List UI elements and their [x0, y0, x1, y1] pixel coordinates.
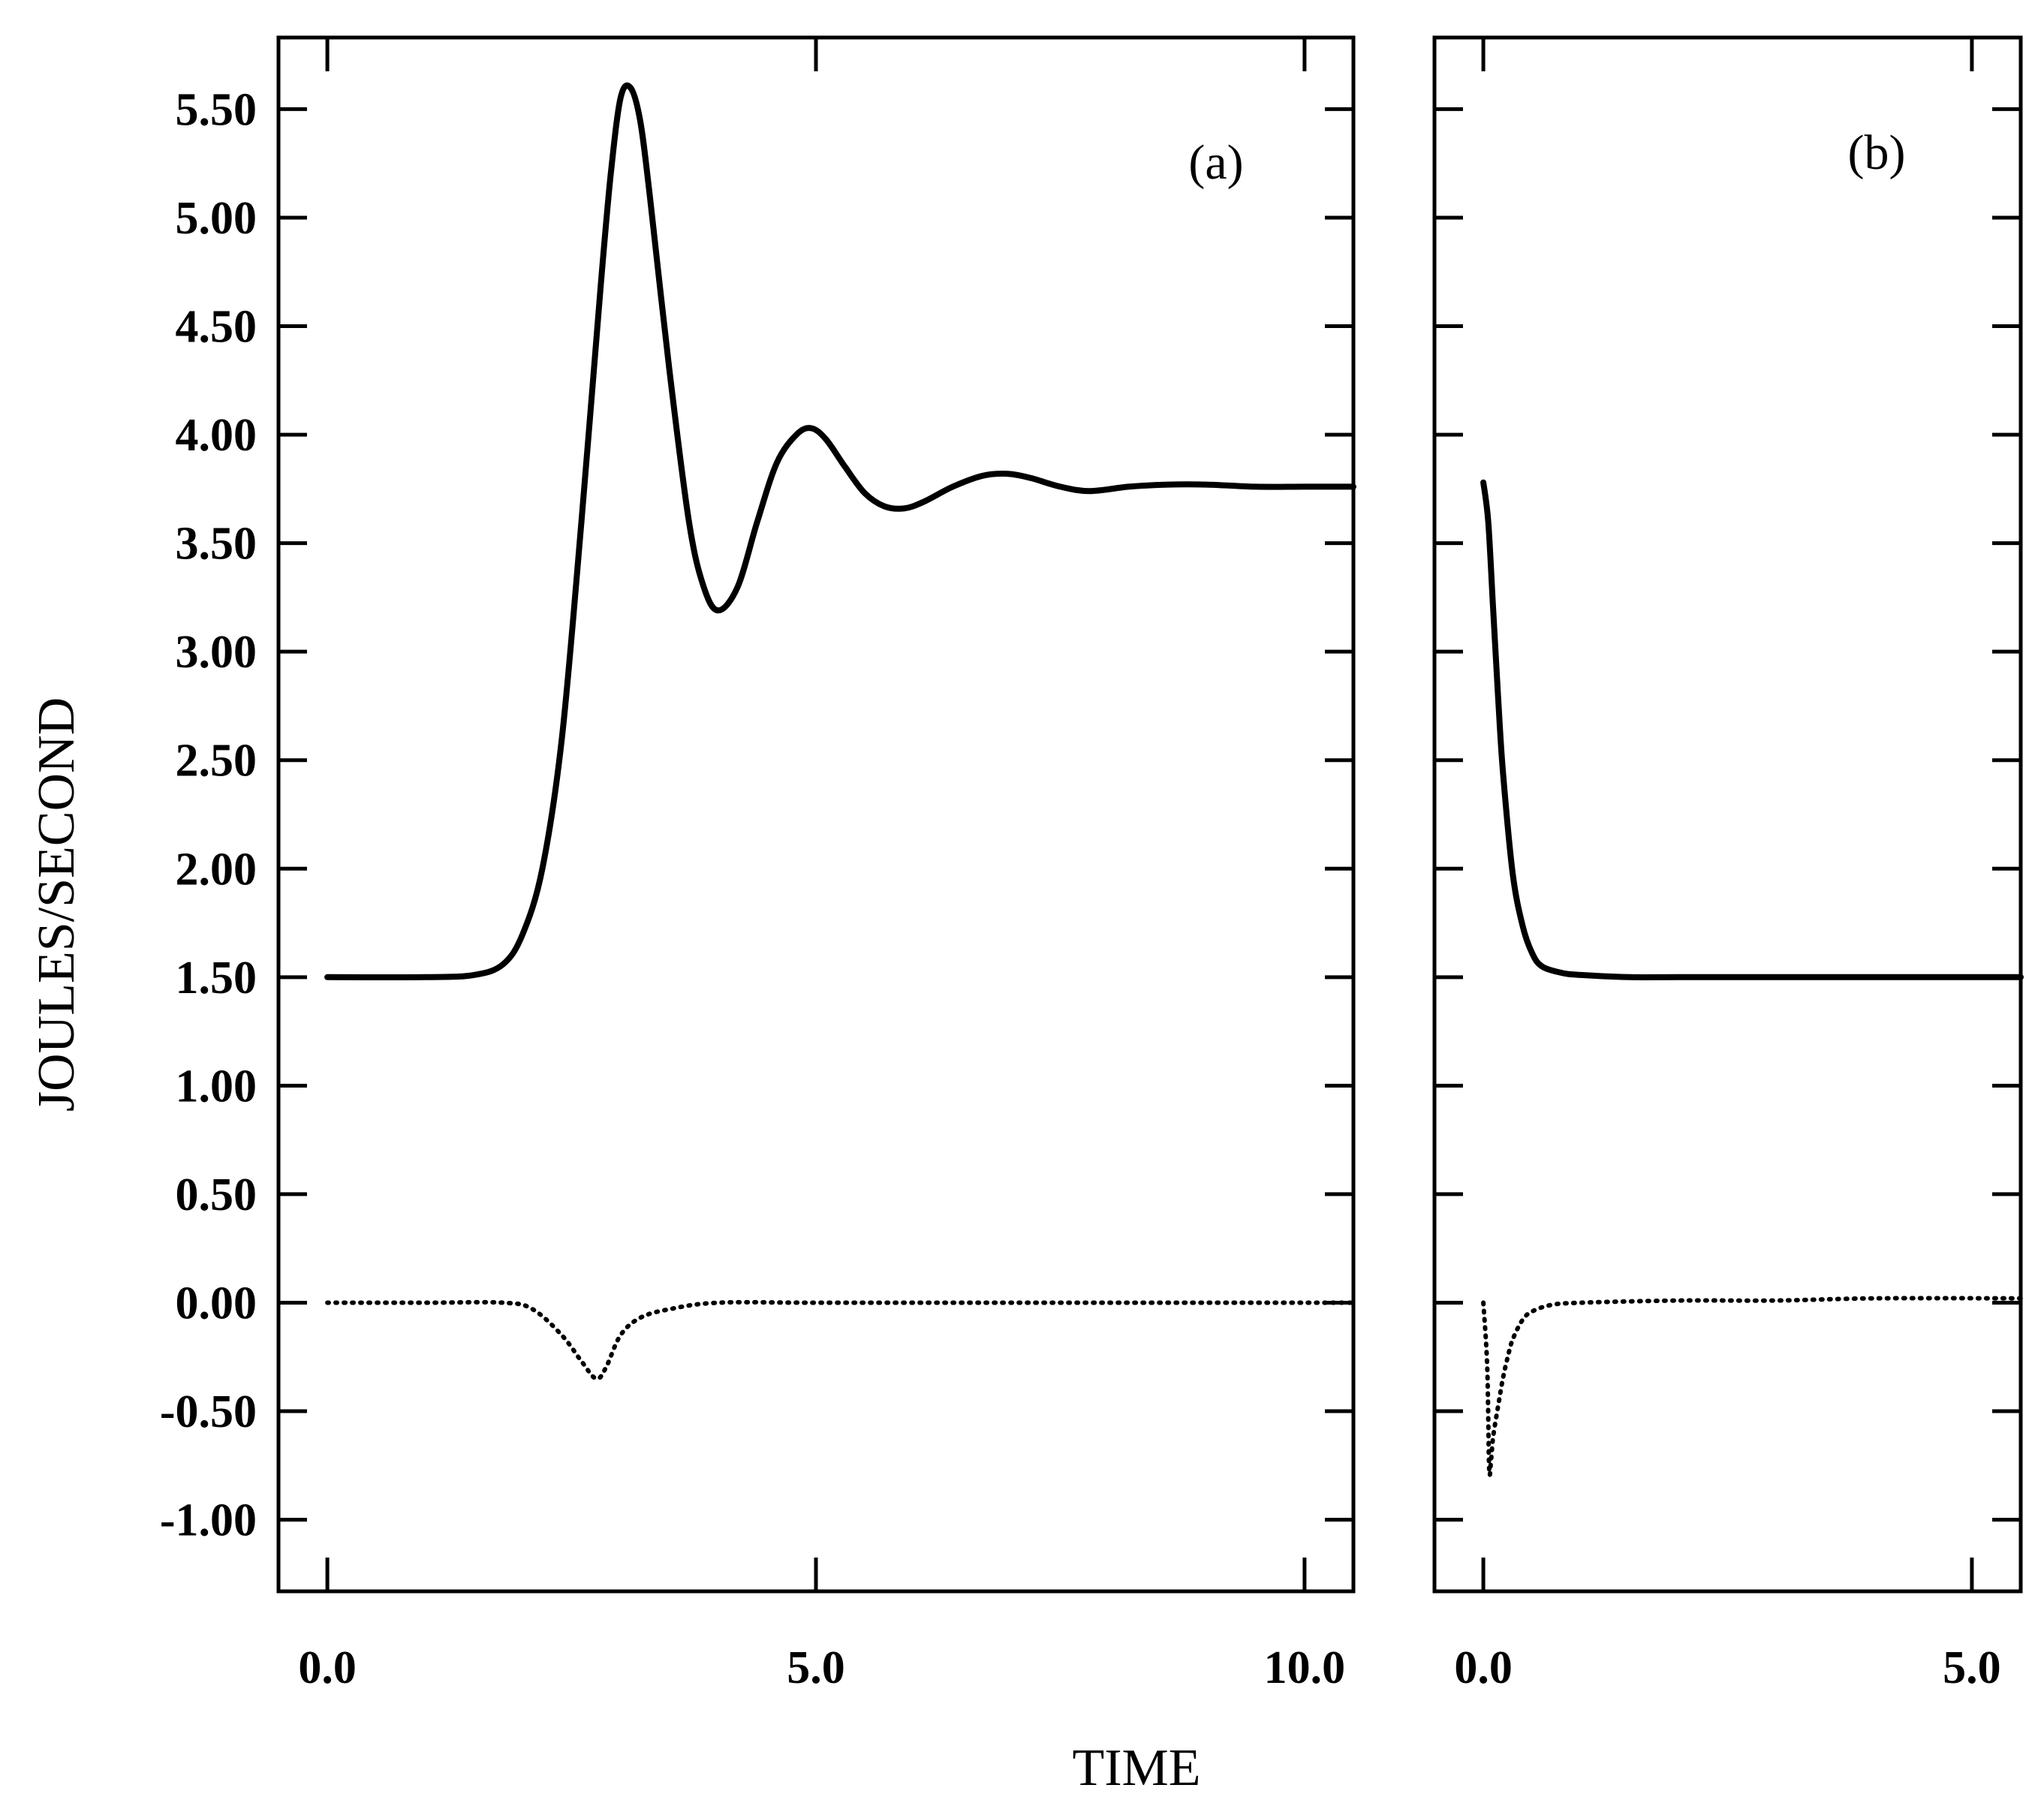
panel-b-series: [1480, 479, 2024, 1478]
y-tick-label: 2.00: [176, 844, 257, 895]
panel-a-frame: [276, 35, 1356, 1594]
x-axis-title: TIME: [1072, 1739, 1200, 1797]
panel-a-ticks: [278, 38, 1353, 1591]
y-tick-label: -0.50: [160, 1386, 257, 1437]
x-tick-label: 5.0: [787, 1642, 845, 1693]
panel-b-dotted-series-line: [1481, 1296, 2023, 1478]
panel-b-solid-series-line: [1480, 479, 2024, 981]
y-tick-label: 5.00: [176, 193, 257, 244]
panel-b-ticks: [1434, 38, 2021, 1591]
panel-a: 0.0 5.0 10.0 (a): [276, 35, 1356, 1693]
y-tick-label: 4.00: [176, 410, 257, 461]
y-tick-label: -1.00: [160, 1495, 257, 1546]
y-tick-labels: 5.50 5.00 4.50 4.00 3.50 3.00 2.50 2.00 1.50 1.00…: [160, 84, 257, 1546]
y-tick-label: 2.50: [176, 736, 257, 787]
panel-a-series: [324, 82, 1356, 1381]
y-tick-label: 4.50: [176, 302, 257, 353]
panel-b-label: (b): [1848, 125, 1906, 180]
panel-b-frame: [1432, 35, 2023, 1594]
panel-a-x-tick-labels: 0.0 5.0 10.0: [298, 1642, 1345, 1693]
y-tick-label: 0.50: [176, 1169, 257, 1221]
y-tick-label: 3.50: [176, 519, 257, 570]
x-tick-label: 10.0: [1264, 1642, 1346, 1693]
y-axis-title: JOULES/SECOND: [28, 697, 86, 1112]
y-tick-label: 3.00: [176, 627, 257, 678]
panel-a-solid-series-line: [324, 82, 1356, 981]
x-tick-label: 0.0: [1454, 1642, 1513, 1693]
x-tick-label: 0.0: [298, 1642, 357, 1693]
y-tick-label: 0.00: [176, 1278, 257, 1329]
y-tick-label: 1.00: [176, 1061, 257, 1112]
panel-b-x-tick-labels: 0.0 5.0: [1454, 1642, 2000, 1693]
panel-a-label: (a): [1188, 135, 1243, 190]
x-tick-label: 5.0: [1943, 1642, 2001, 1693]
y-tick-label: 5.50: [176, 84, 257, 135]
y-tick-label: 1.50: [176, 953, 257, 1004]
panel-a-dotted-series-line: [325, 1299, 1356, 1381]
panel-b: 0.0 5.0 (b): [1432, 35, 2024, 1693]
